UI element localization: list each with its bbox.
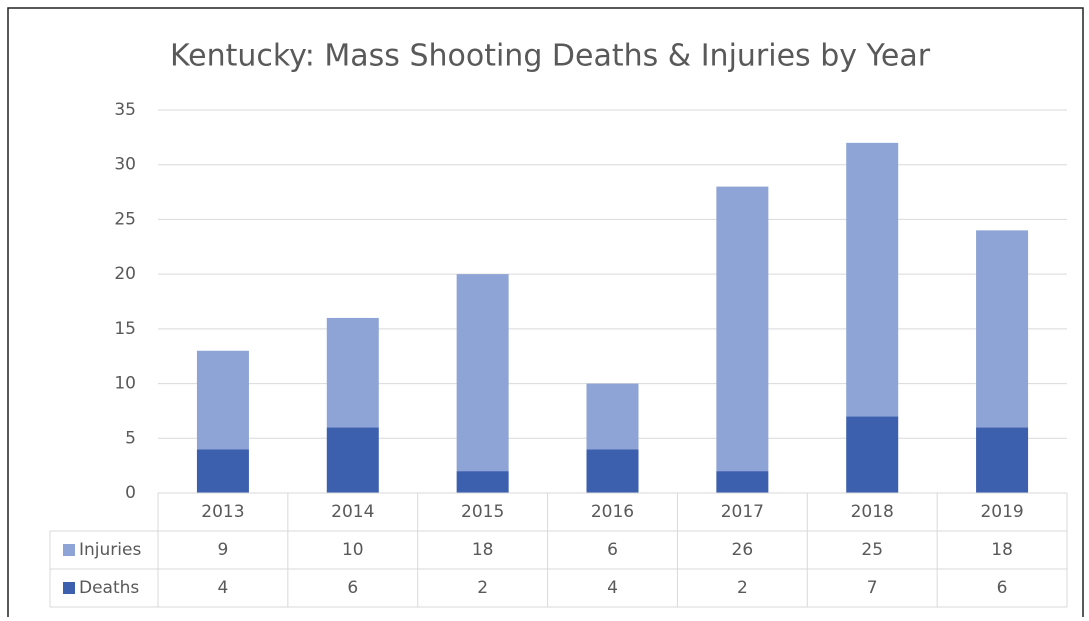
x-tick-label: 2016 [591,502,634,522]
x-tick-label: 2018 [851,502,894,522]
bar-segment [846,416,899,493]
x-tick-label: 2017 [721,502,764,522]
table-value: 6 [997,578,1008,598]
bar-segment [456,471,509,493]
table-value: 9 [218,540,229,560]
x-tick-label: 2013 [201,502,244,522]
chart-frame [7,7,1084,621]
x-tick-label: 2015 [461,502,504,522]
y-tick-label: 10 [114,374,136,394]
table-value: 25 [861,540,883,560]
bar-segment [846,142,899,417]
table-value: 18 [991,540,1013,560]
bar-segment [196,350,249,450]
table-value: 6 [607,540,618,560]
bar-segment [716,186,769,472]
x-tick-label: 2019 [980,502,1023,522]
table-value: 7 [867,578,878,598]
y-tick-label: 0 [125,483,136,503]
y-tick-label: 35 [114,100,136,120]
chart-title: Kentucky: Mass Shooting Deaths & Injurie… [170,39,931,74]
bar-segment [586,449,639,493]
y-tick-label: 15 [114,319,136,339]
y-tick-label: 30 [114,155,136,175]
y-tick-label: 25 [114,209,136,229]
table-value: 2 [737,578,748,598]
bar-segment [716,471,769,493]
legend-label: Injuries [79,540,141,560]
y-tick-label: 5 [125,428,136,448]
table-value: 6 [347,578,358,598]
y-tick-label: 20 [114,264,136,284]
table-value: 4 [607,578,618,598]
table-value: 4 [218,578,229,598]
legend-swatch [63,582,75,594]
x-tick-label: 2014 [331,502,374,522]
bar-segment [326,427,379,493]
legend-label: Deaths [79,578,139,598]
bar-segment [976,427,1029,493]
bar-segment [326,317,379,428]
bar-segment [976,230,1029,428]
bar-segment [456,274,509,472]
table-value: 18 [472,540,494,560]
table-value: 26 [732,540,754,560]
table-value: 2 [477,578,488,598]
bar-segment [196,449,249,493]
bar-segment [586,383,639,450]
legend-swatch [63,544,75,556]
table-value: 10 [342,540,364,560]
